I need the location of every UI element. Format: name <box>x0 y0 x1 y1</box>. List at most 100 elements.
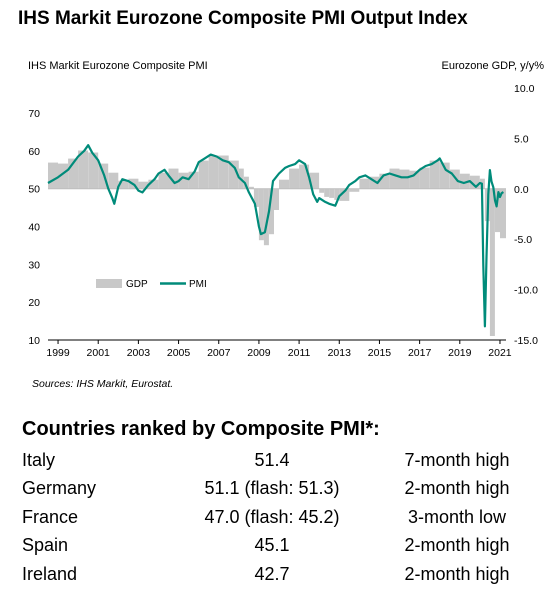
x-tick-label: 1999 <box>46 347 70 359</box>
legend-pmi-label: PMI <box>189 279 207 290</box>
gdp-bar <box>148 179 159 189</box>
gdp-bar <box>324 188 330 197</box>
country-name: France <box>22 506 79 527</box>
gdp-bar <box>334 188 340 200</box>
gdp-bar <box>98 163 109 189</box>
table-row: Germany 51.1 (flash: 51.3) 2-month high <box>22 475 542 504</box>
left-axis-title: IHS Markit Eurozone Composite PMI <box>28 60 208 72</box>
ranking-title: Countries ranked by Composite PMI*: <box>22 418 380 440</box>
pmi-value: 51.1 (flash: 51.3) <box>204 478 340 499</box>
gdp-bar <box>108 172 119 189</box>
gdp-bar <box>369 176 380 189</box>
gdp-bar <box>419 167 430 189</box>
right-tick-label: -15.0 <box>514 335 538 347</box>
gdp-bars <box>48 150 506 336</box>
table-row: Ireland 42.7 2-month high <box>22 560 542 589</box>
trend-note: 3-month low <box>407 506 507 527</box>
gdp-bar <box>469 175 480 189</box>
chart-source-note: Sources: IHS Markit, Eurostat. <box>32 378 174 390</box>
x-tick-label: 2001 <box>87 347 111 359</box>
right-axis-ticks: 10.0 5.0 0.0 -5.0 -10.0 -15.0 <box>514 83 538 347</box>
left-tick-label: 70 <box>28 108 40 120</box>
legend-gdp-label: GDP <box>126 279 148 290</box>
gdp-bar <box>88 152 99 189</box>
left-axis-ticks: 10 20 30 40 50 60 70 <box>28 108 40 347</box>
gdp-bar <box>439 162 450 189</box>
gdp-bar <box>228 160 239 189</box>
gdp-bar <box>389 168 400 189</box>
gdp-bar <box>188 171 199 189</box>
gdp-bar <box>168 168 179 189</box>
right-tick-label: 0.0 <box>514 184 529 196</box>
gdp-bar <box>359 178 370 189</box>
gdp-bar <box>68 158 79 189</box>
gdp-bar <box>258 188 264 241</box>
gdp-bar <box>158 172 169 189</box>
pmi-value: 45.1 <box>254 535 290 556</box>
legend-gdp-swatch <box>96 279 122 288</box>
chart-title: IHS Markit Eurozone Composite PMI Output… <box>18 8 468 29</box>
gdp-bar <box>500 188 506 239</box>
x-tick-label: 2005 <box>167 347 191 359</box>
right-axis-title: Eurozone GDP, y/y% <box>441 60 544 72</box>
gdp-bar <box>329 188 335 198</box>
gdp-bar <box>289 168 300 189</box>
x-tick-label: 2021 <box>488 347 512 359</box>
gdp-bar <box>274 188 279 210</box>
gdp-bar <box>198 160 209 189</box>
left-tick-label: 50 <box>28 184 40 196</box>
gdp-bar <box>319 188 325 193</box>
gdp-bar <box>48 162 58 189</box>
gdp-bar <box>269 188 274 235</box>
country-name: Germany <box>22 478 97 499</box>
trend-note: 2-month high <box>404 563 510 584</box>
gdp-bar <box>495 188 500 233</box>
x-tick-label: 2015 <box>368 347 392 359</box>
gdp-bar <box>299 164 310 189</box>
country-name: Spain <box>22 535 69 556</box>
pmi-value: 47.0 (flash: 45.2) <box>204 506 340 527</box>
left-tick-label: 60 <box>28 146 40 158</box>
x-tick-label: 2011 <box>288 347 311 359</box>
left-tick-label: 20 <box>28 297 40 309</box>
left-tick-label: 10 <box>28 335 40 347</box>
gdp-bar <box>399 169 410 189</box>
right-tick-label: -10.0 <box>514 285 538 297</box>
legend: GDP PMI <box>96 279 207 290</box>
gdp-bar <box>339 188 350 201</box>
x-tick-label: 2019 <box>448 347 472 359</box>
gdp-bar <box>379 173 390 189</box>
x-tick-label: 2009 <box>247 347 271 359</box>
gdp-bar <box>449 169 460 189</box>
trend-note: 2-month high <box>404 478 510 499</box>
pmi-value: 51.4 <box>254 449 290 470</box>
trend-note: 2-month high <box>404 535 510 556</box>
x-tick-label: 2017 <box>408 347 432 359</box>
gdp-bar <box>489 188 495 336</box>
country-name: Ireland <box>22 563 78 584</box>
gdp-bar <box>243 176 249 189</box>
gdp-bar <box>253 188 259 207</box>
table-row: Spain 45.1 2-month high <box>22 532 542 561</box>
left-tick-label: 30 <box>28 259 40 271</box>
gdp-bar <box>118 180 129 189</box>
gdp-bar <box>138 181 149 189</box>
table-row: France 47.0 (flash: 45.2) 3-month low <box>22 503 542 532</box>
x-tick-label: 2013 <box>328 347 352 359</box>
trend-note: 7-month high <box>404 449 510 470</box>
gdp-bar <box>279 179 289 189</box>
right-tick-label: 5.0 <box>514 133 529 145</box>
x-tick-label: 2007 <box>207 347 231 359</box>
gdp-bar <box>263 188 269 246</box>
gdp-bar <box>309 172 320 189</box>
country-name: Italy <box>22 449 56 470</box>
right-tick-label: -5.0 <box>514 234 532 246</box>
pmi-value: 42.7 <box>254 563 290 584</box>
gdp-bar <box>248 186 254 189</box>
gdp-bar <box>178 172 189 189</box>
pmi-series-line <box>47 144 504 328</box>
gdp-bar <box>208 155 219 189</box>
gdp-bar <box>429 160 440 189</box>
gdp-bar <box>58 163 68 189</box>
pmi-gdp-chart: 1999 2001 2003 2005 2007 2009 2011 2013 2015 2017… <box>28 83 538 359</box>
